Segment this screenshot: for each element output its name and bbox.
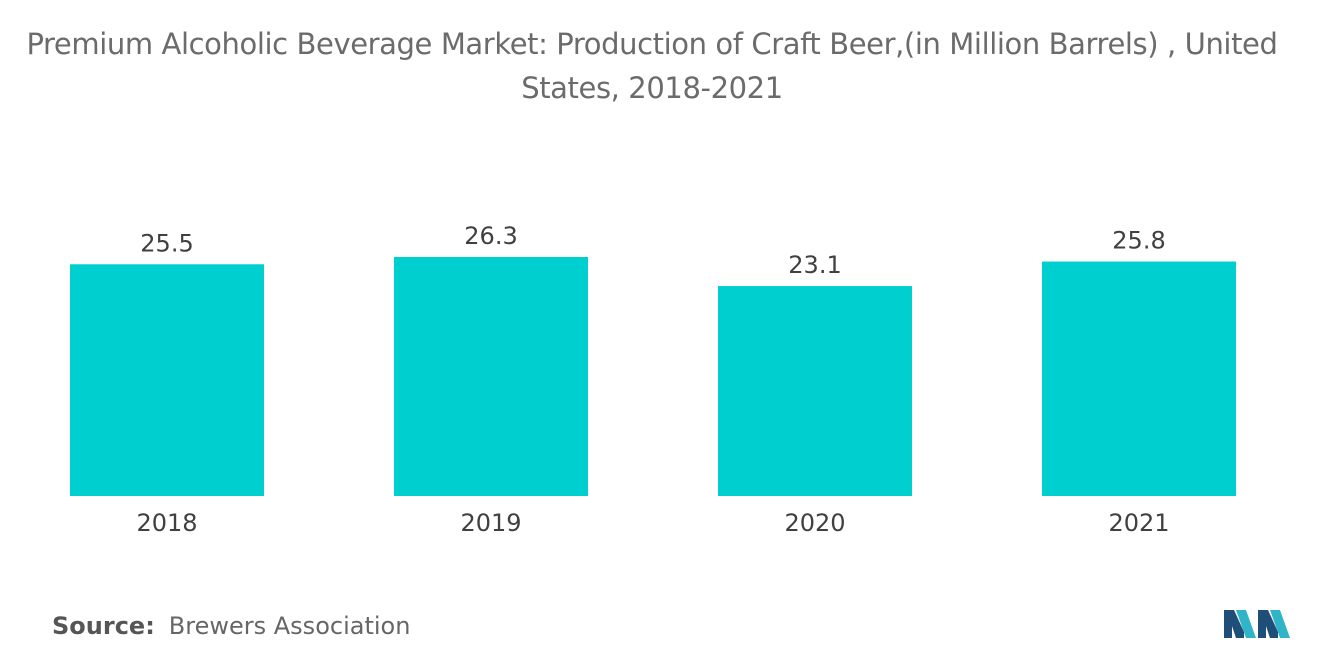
source-value: Brewers Association (168, 612, 411, 640)
x-tick-label-2020: 2020 (784, 509, 845, 537)
value-label-2021: 25.8 (1112, 227, 1165, 255)
source-line: Source: Brewers Association (52, 612, 410, 640)
bars-group: 25.5 2018 26.3 2019 23.1 2020 25.8 2021 (70, 222, 1236, 537)
value-label-2018: 25.5 (140, 229, 193, 257)
bar-2021 (1042, 261, 1236, 496)
bar-2019 (394, 257, 588, 496)
value-label-2020: 23.1 (788, 251, 841, 279)
bar-2020 (718, 286, 912, 496)
x-tick-label-2019: 2019 (460, 509, 521, 537)
x-tick-label-2018: 2018 (136, 509, 197, 537)
x-tick-label-2021: 2021 (1108, 509, 1169, 537)
value-label-2019: 26.3 (464, 222, 517, 250)
bar-2018 (70, 264, 264, 496)
source-label: Source: (52, 612, 155, 640)
mordor-intelligence-logo-icon (1224, 610, 1290, 638)
chart-title: Premium Alcoholic Beverage Market: Produ… (26, 27, 1278, 105)
